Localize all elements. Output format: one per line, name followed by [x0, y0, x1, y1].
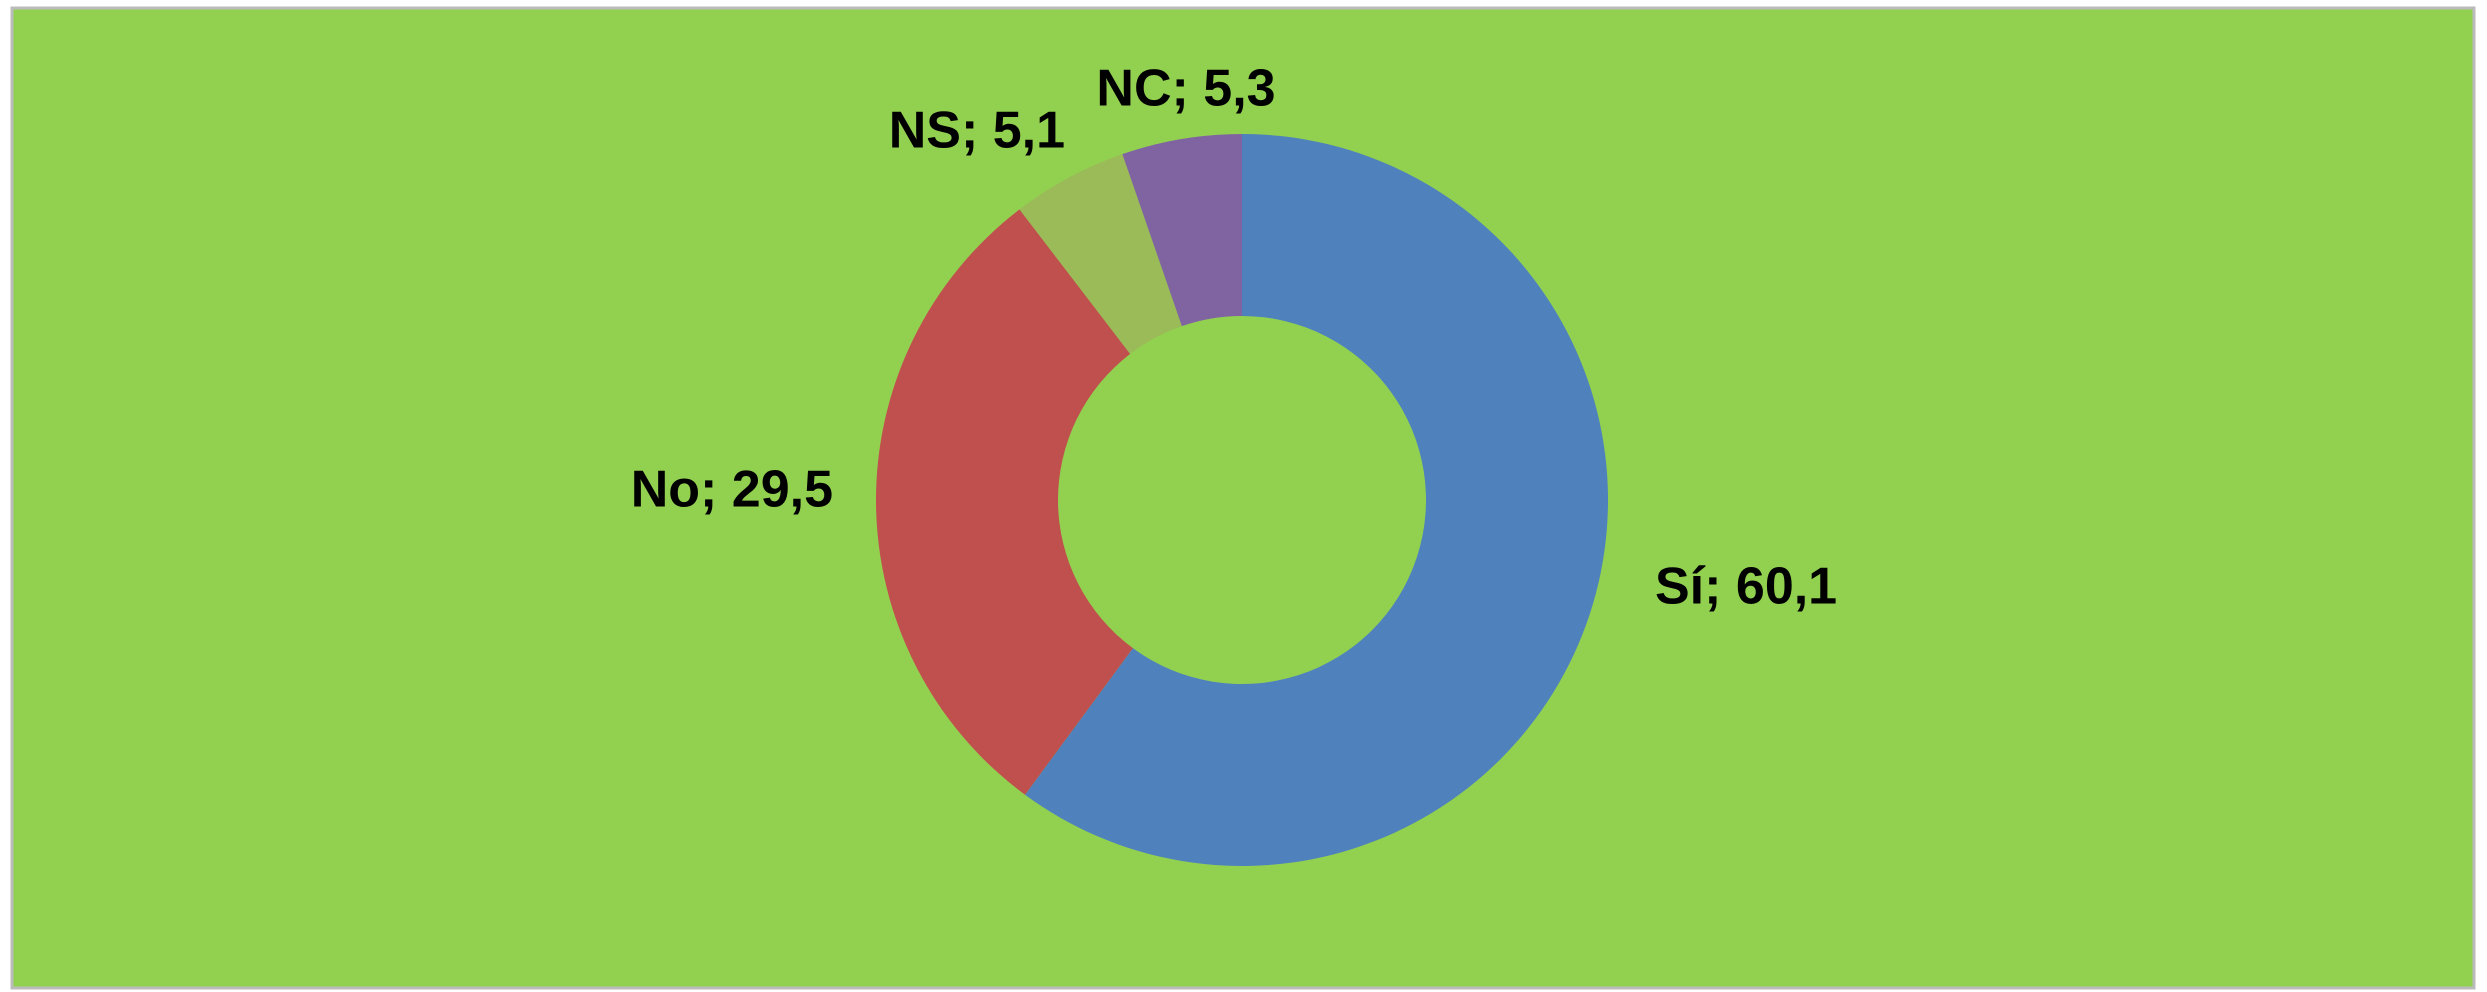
- data-label: No; 29,5: [631, 461, 833, 519]
- data-label: NC; 5,3: [1096, 60, 1275, 118]
- donut-segment: [1122, 134, 1242, 327]
- data-label: Sí; 60,1: [1655, 558, 1837, 616]
- donut-segment: [1019, 154, 1182, 354]
- donut-segment: [875, 209, 1133, 795]
- data-label: NS; 5,1: [889, 102, 1065, 160]
- donut-segment: [1025, 134, 1609, 867]
